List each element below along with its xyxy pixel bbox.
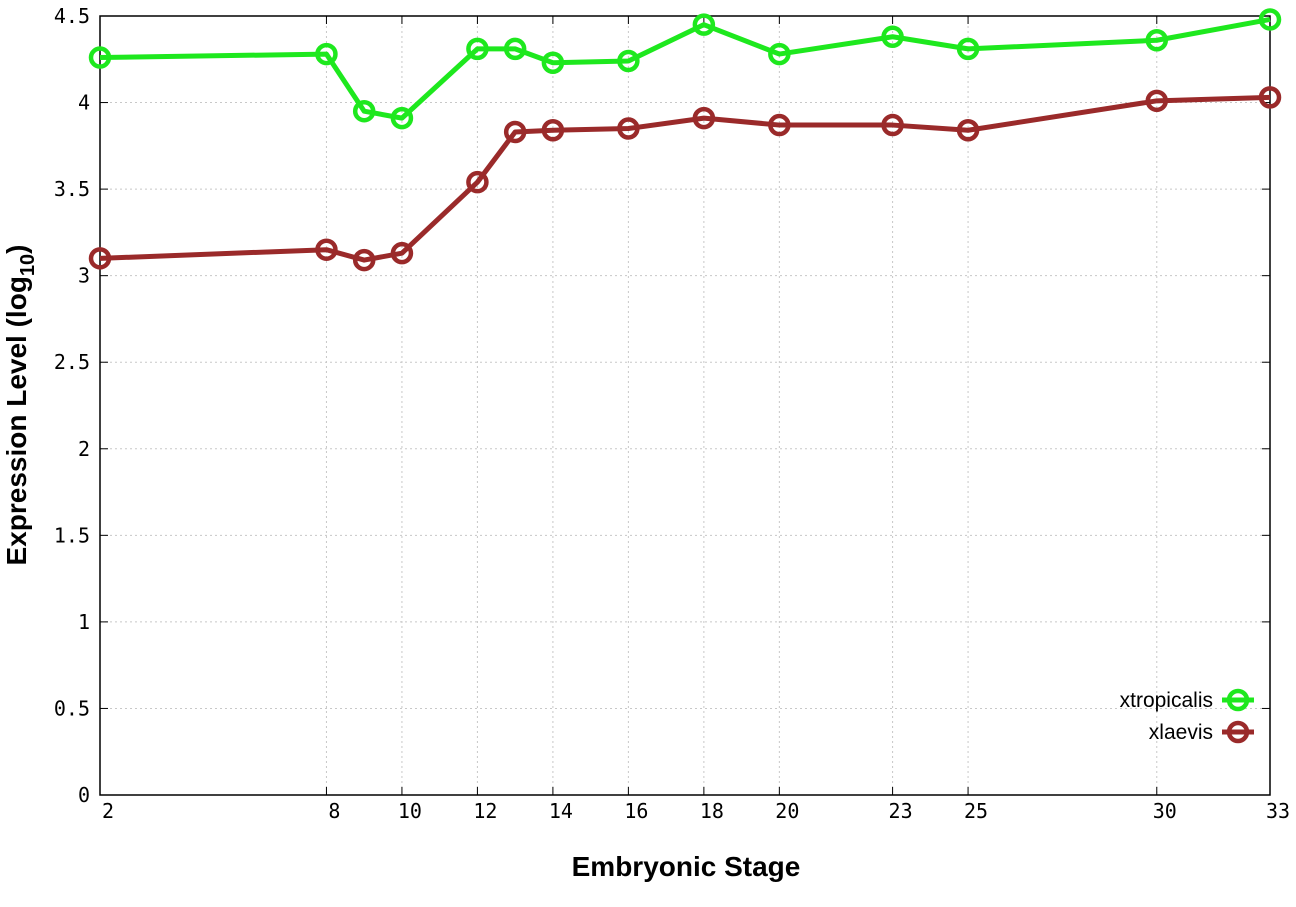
x-tick-label: 12	[473, 799, 497, 823]
data-point-xtropicalis	[88, 46, 112, 69]
y-tick-label: 0.5	[54, 696, 90, 720]
y-axis-title-subscript: 10	[17, 254, 39, 276]
data-point-xtropicalis	[692, 13, 716, 36]
plot-frame	[99, 15, 1271, 796]
y-tick-label: 2.5	[54, 350, 90, 374]
data-point-xlaevis	[617, 117, 640, 140]
data-point-xtropicalis	[617, 49, 640, 73]
axis-ticks: 0 0.5 1 1.5 2 2.5 3 3.5 4 4.5 2 8 10 12 14 16 18 20 23 25 30…	[54, 4, 1290, 823]
legend: xtropicalis xlaevis	[1120, 688, 1254, 744]
y-tick-label: 1	[78, 610, 90, 634]
data-point-xtropicalis	[541, 51, 565, 74]
data-point-xtropicalis	[466, 37, 489, 61]
data-point-xlaevis	[881, 113, 904, 137]
legend-label: xlaevis	[1149, 721, 1213, 744]
grid-lines	[100, 16, 1270, 795]
data-point-xlaevis	[1145, 89, 1169, 113]
data-point-xtropicalis	[1258, 8, 1282, 31]
data-point-xtropicalis	[352, 99, 376, 123]
y-tick-label: 2	[78, 437, 90, 461]
data-point-xtropicalis	[390, 106, 414, 130]
data-point-xlaevis	[692, 106, 716, 130]
legend-item-xlaevis: xlaevis	[1149, 720, 1254, 744]
x-tick-label: 18	[700, 799, 724, 823]
legend-swatch-marker	[1226, 688, 1250, 712]
data-point-xtropicalis	[881, 25, 904, 49]
y-axis-title: Expression Level (log10)	[1, 245, 39, 566]
data-point-xlaevis	[1258, 86, 1282, 109]
x-tick-label: 25	[964, 799, 988, 823]
data-point-xlaevis	[352, 248, 376, 272]
x-tick-label: 14	[549, 799, 573, 823]
x-tick-label: 23	[889, 799, 913, 823]
x-tick-label: 8	[328, 799, 340, 823]
data-point-xlaevis	[768, 113, 791, 137]
x-tick-label: 20	[775, 799, 799, 823]
series-layer	[88, 8, 1282, 272]
x-tick-label: 16	[624, 799, 648, 823]
data-point-xtropicalis	[503, 37, 527, 61]
x-tick-label: 30	[1153, 799, 1177, 823]
data-point-xtropicalis	[315, 42, 338, 66]
data-point-xlaevis	[88, 247, 112, 270]
x-tick-label: 2	[102, 799, 114, 823]
data-point-xlaevis	[503, 120, 527, 144]
legend-swatch-marker	[1226, 720, 1250, 744]
series-xtropicalis	[88, 8, 1282, 130]
data-point-xlaevis	[956, 119, 980, 142]
y-axis-title-suffix: )	[1, 245, 32, 254]
y-tick-label: 4.5	[54, 4, 90, 28]
series-line-xlaevis	[99, 94, 1271, 263]
x-tick-label: 33	[1266, 799, 1290, 823]
y-tick-label: 1.5	[54, 523, 90, 547]
x-axis-title: Embryonic Stage	[572, 851, 801, 882]
data-point-xlaevis	[390, 241, 414, 265]
y-tick-label: 4	[78, 91, 90, 115]
data-point-xtropicalis	[1145, 28, 1169, 52]
y-tick-label: 3.5	[54, 177, 90, 201]
data-point-xlaevis	[466, 170, 489, 194]
data-point-xtropicalis	[768, 42, 791, 66]
y-tick-label: 3	[78, 264, 90, 288]
data-point-xlaevis	[315, 238, 338, 261]
legend-label: xtropicalis	[1120, 689, 1213, 712]
data-point-xlaevis	[541, 119, 565, 142]
x-tick-label: 10	[398, 799, 422, 823]
y-tick-label: 0	[78, 783, 90, 807]
y-axis-title-main: Expression Level (log	[1, 276, 32, 565]
series-line-xtropicalis	[99, 17, 1271, 121]
series-xlaevis	[88, 86, 1282, 272]
legend-item-xtropicalis: xtropicalis	[1120, 688, 1254, 712]
data-point-xtropicalis	[956, 37, 980, 61]
